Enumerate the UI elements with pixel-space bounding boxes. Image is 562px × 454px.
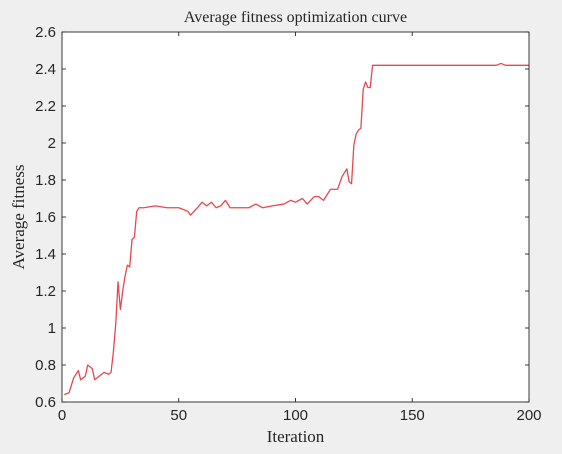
- y-tick-label: 2: [48, 135, 56, 152]
- y-tick-label: 0.8: [35, 357, 56, 374]
- plot-area: [62, 32, 529, 402]
- x-tick-label: 50: [170, 407, 187, 424]
- y-tick-label: 0.6: [35, 394, 56, 411]
- x-axis-title: Iteration: [267, 427, 325, 446]
- y-tick-label: 1.4: [35, 246, 56, 263]
- tick-group: 0 50 100 150 200 0.6 0.8 1 1.2 1.4 1.6 1.8 2 2.2 2.4 2.…: [35, 24, 541, 424]
- plot-frame: [61, 31, 530, 403]
- x-tick-label: 150: [400, 407, 425, 424]
- y-tick-label: 1: [48, 320, 56, 337]
- y-tick-label: 1.8: [35, 172, 56, 189]
- chart-title: Average fitness optimization curve: [184, 9, 407, 26]
- fitness-series-line: [64, 62, 529, 396]
- y-tick-label: 2.2: [35, 98, 56, 115]
- y-tick-label: 1.6: [35, 209, 56, 226]
- x-tick-label: 200: [516, 407, 541, 424]
- y-tick-label: 1.2: [35, 283, 56, 300]
- x-tick-label: 0: [58, 407, 66, 424]
- y-tick-label: 2.6: [35, 24, 56, 41]
- y-axis-title: Average fitness: [9, 165, 28, 270]
- y-tick-label: 2.4: [35, 61, 56, 78]
- x-tick-label: 100: [283, 407, 308, 424]
